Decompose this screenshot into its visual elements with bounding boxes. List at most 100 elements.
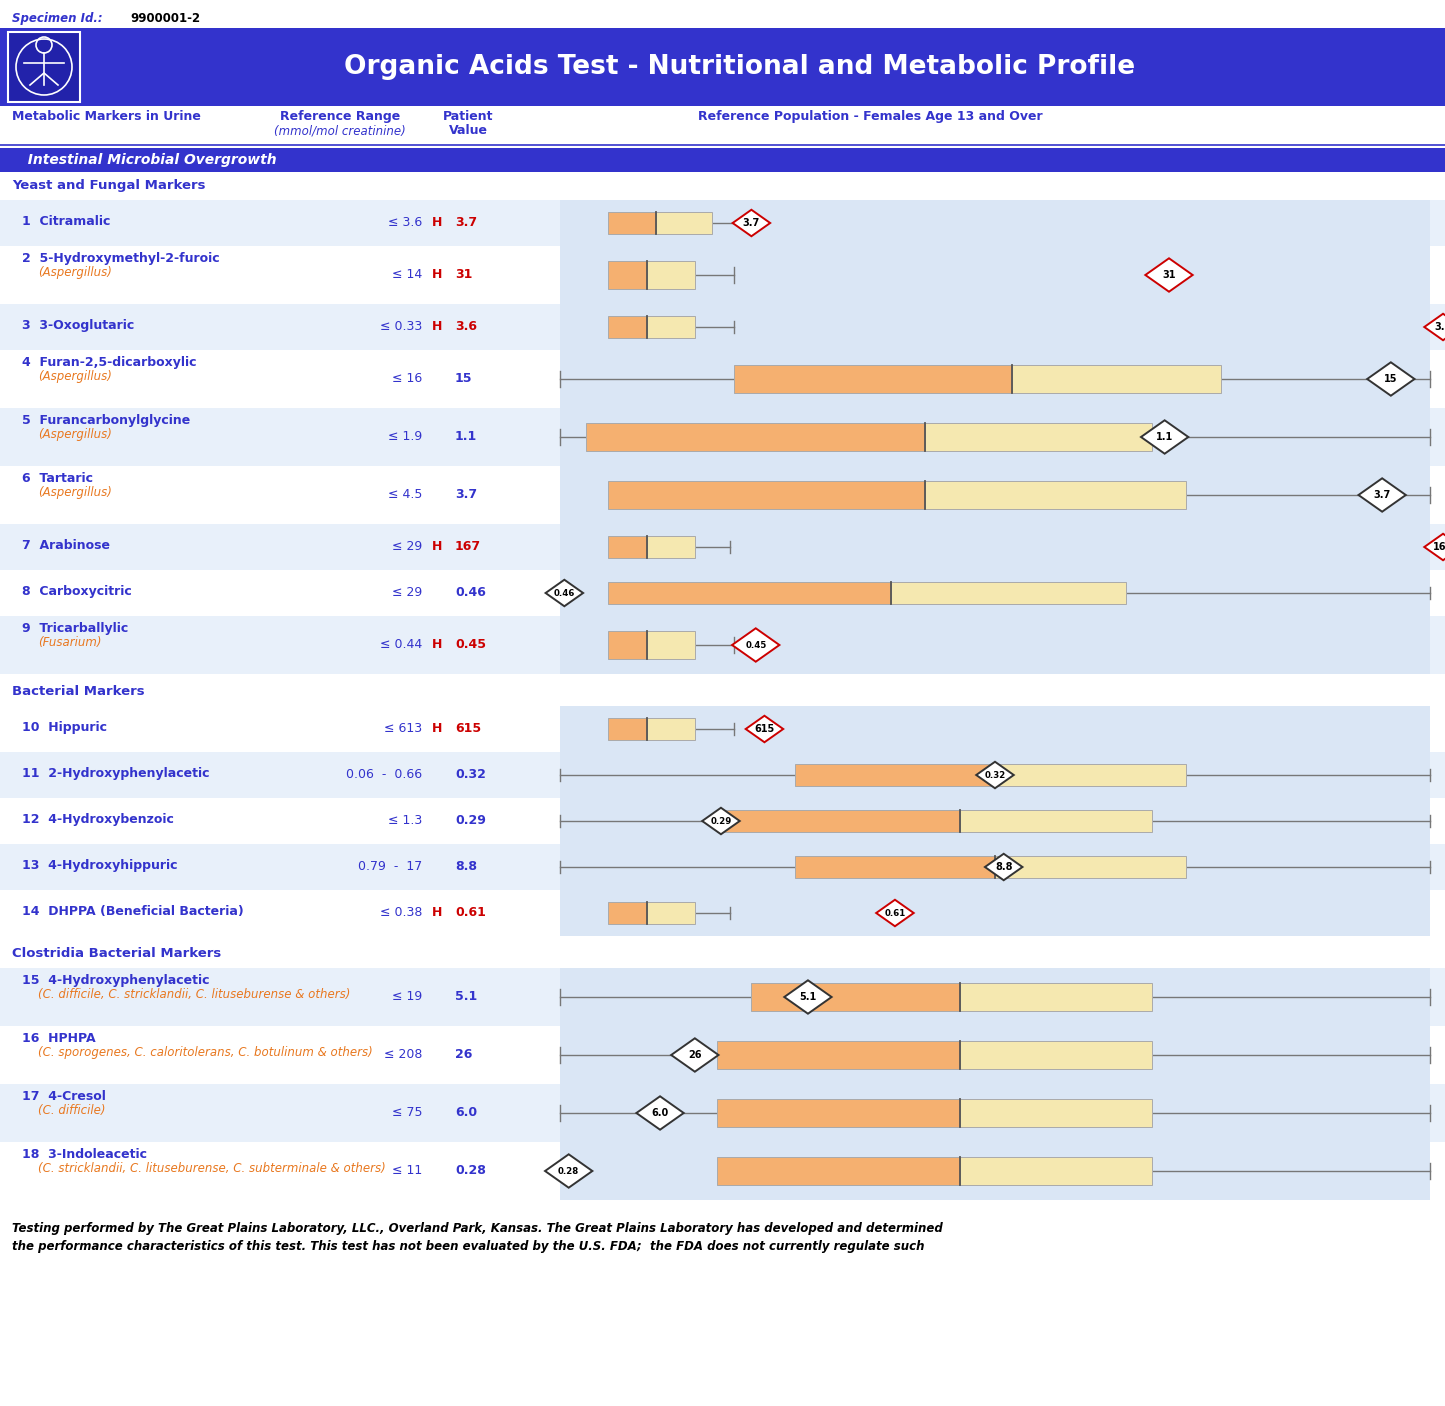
- FancyBboxPatch shape: [647, 718, 695, 740]
- Text: 26: 26: [688, 1050, 702, 1060]
- Text: 14  DHPPA (Beneficial Bacteria): 14 DHPPA (Beneficial Bacteria): [22, 905, 244, 918]
- FancyBboxPatch shape: [0, 967, 1445, 1026]
- Text: 6.0: 6.0: [652, 1108, 669, 1118]
- FancyBboxPatch shape: [608, 262, 647, 288]
- FancyBboxPatch shape: [561, 706, 1431, 752]
- Text: 8.8: 8.8: [455, 859, 477, 873]
- Text: ≤ 4.5: ≤ 4.5: [387, 488, 422, 501]
- Text: (Fusarium): (Fusarium): [38, 636, 101, 650]
- Text: 3  3-Oxoglutaric: 3 3-Oxoglutaric: [22, 319, 134, 332]
- FancyBboxPatch shape: [959, 1157, 1152, 1185]
- Text: 0.29: 0.29: [455, 814, 486, 827]
- Text: (Aspergillus): (Aspergillus): [38, 427, 111, 441]
- Text: ≤ 0.44: ≤ 0.44: [380, 637, 422, 651]
- Text: ≤ 14: ≤ 14: [392, 267, 422, 281]
- Text: Reference Range: Reference Range: [280, 110, 400, 122]
- Text: 1.1: 1.1: [455, 429, 477, 443]
- Text: 12  4-Hydroxybenzoic: 12 4-Hydroxybenzoic: [22, 813, 173, 825]
- FancyBboxPatch shape: [561, 304, 1431, 350]
- Text: 0.45: 0.45: [455, 637, 486, 651]
- FancyBboxPatch shape: [0, 304, 1445, 350]
- Polygon shape: [1142, 420, 1188, 454]
- FancyBboxPatch shape: [647, 262, 695, 288]
- FancyBboxPatch shape: [608, 903, 647, 924]
- Text: 0.45: 0.45: [746, 641, 766, 650]
- FancyBboxPatch shape: [647, 903, 695, 924]
- Text: (mmol/mol creatinine): (mmol/mol creatinine): [275, 124, 406, 136]
- Text: (Aspergillus): (Aspergillus): [38, 266, 111, 278]
- Text: 5.1: 5.1: [799, 993, 816, 1002]
- Text: ≤ 1.3: ≤ 1.3: [387, 814, 422, 827]
- Polygon shape: [1358, 478, 1406, 512]
- FancyBboxPatch shape: [717, 1040, 959, 1069]
- Text: H: H: [432, 540, 442, 553]
- FancyBboxPatch shape: [0, 1142, 1445, 1199]
- FancyBboxPatch shape: [561, 616, 1431, 673]
- FancyBboxPatch shape: [0, 752, 1445, 799]
- Text: 8.8: 8.8: [996, 862, 1013, 872]
- Polygon shape: [636, 1097, 683, 1129]
- Text: (C. difficile, C. stricklandii, C. lituseburense & others): (C. difficile, C. stricklandii, C. litus…: [38, 988, 350, 1001]
- FancyBboxPatch shape: [561, 967, 1431, 1026]
- FancyBboxPatch shape: [959, 983, 1152, 1011]
- FancyBboxPatch shape: [959, 810, 1152, 832]
- Text: ≤ 0.38: ≤ 0.38: [380, 905, 422, 918]
- Polygon shape: [670, 1038, 718, 1071]
- Text: 0.79  -  17: 0.79 - 17: [358, 859, 422, 873]
- Text: 3.6: 3.6: [455, 319, 477, 332]
- Polygon shape: [985, 853, 1023, 880]
- FancyBboxPatch shape: [561, 246, 1431, 304]
- FancyBboxPatch shape: [890, 582, 1126, 605]
- Text: Specimen Id.:: Specimen Id.:: [12, 13, 103, 25]
- Text: Clostridia Bacterial Markers: Clostridia Bacterial Markers: [12, 948, 221, 960]
- Text: 4  Furan-2,5-dicarboxylic: 4 Furan-2,5-dicarboxylic: [22, 356, 197, 368]
- Text: 3.7: 3.7: [1374, 491, 1390, 501]
- FancyBboxPatch shape: [0, 706, 1445, 752]
- Text: 11  2-Hydroxyphenylacetic: 11 2-Hydroxyphenylacetic: [22, 768, 210, 780]
- FancyBboxPatch shape: [608, 212, 656, 233]
- Polygon shape: [876, 900, 913, 927]
- Text: 9900001-2: 9900001-2: [130, 13, 199, 25]
- FancyBboxPatch shape: [561, 569, 1431, 616]
- FancyBboxPatch shape: [925, 423, 1152, 451]
- Text: 9  Tricarballylic: 9 Tricarballylic: [22, 621, 129, 636]
- Polygon shape: [785, 980, 832, 1014]
- Text: 26: 26: [455, 1047, 473, 1060]
- Text: 16  HPHPA: 16 HPHPA: [22, 1032, 95, 1045]
- Text: ≤ 0.33: ≤ 0.33: [380, 319, 422, 332]
- Text: Reference Population - Females Age 13 and Over: Reference Population - Females Age 13 an…: [698, 110, 1042, 122]
- Text: 5.1: 5.1: [455, 990, 477, 1002]
- Text: (Aspergillus): (Aspergillus): [38, 370, 111, 382]
- Text: Metabolic Markers in Urine: Metabolic Markers in Urine: [12, 110, 201, 122]
- FancyBboxPatch shape: [1013, 366, 1221, 392]
- FancyBboxPatch shape: [717, 810, 959, 832]
- FancyBboxPatch shape: [0, 408, 1445, 465]
- Text: 0.61: 0.61: [884, 908, 906, 918]
- Text: Value: Value: [448, 124, 487, 136]
- Text: 1  Citramalic: 1 Citramalic: [22, 215, 110, 228]
- Text: 15: 15: [455, 371, 473, 384]
- FancyBboxPatch shape: [608, 631, 647, 659]
- Text: 31: 31: [455, 267, 473, 281]
- FancyBboxPatch shape: [608, 481, 925, 509]
- FancyBboxPatch shape: [0, 28, 1445, 105]
- Text: 0.28: 0.28: [455, 1164, 486, 1177]
- FancyBboxPatch shape: [608, 582, 890, 605]
- Text: Bacterial Markers: Bacterial Markers: [12, 685, 144, 697]
- Text: 2  5-Hydroxymethyl-2-furoic: 2 5-Hydroxymethyl-2-furoic: [22, 252, 220, 264]
- FancyBboxPatch shape: [561, 200, 1431, 246]
- Text: 15  4-Hydroxyphenylacetic: 15 4-Hydroxyphenylacetic: [22, 974, 210, 987]
- Text: ≤ 29: ≤ 29: [392, 540, 422, 553]
- FancyBboxPatch shape: [587, 423, 925, 451]
- Text: 15: 15: [1384, 374, 1397, 384]
- Text: (C. difficile): (C. difficile): [38, 1104, 105, 1116]
- Text: ≤ 613: ≤ 613: [384, 721, 422, 734]
- FancyBboxPatch shape: [0, 569, 1445, 616]
- FancyBboxPatch shape: [0, 799, 1445, 844]
- FancyBboxPatch shape: [0, 844, 1445, 890]
- Text: Yeast and Fungal Markers: Yeast and Fungal Markers: [12, 179, 205, 193]
- Text: 3.7: 3.7: [455, 488, 477, 501]
- Text: H: H: [432, 905, 442, 918]
- Text: Organic Acids Test - Nutritional and Metabolic Profile: Organic Acids Test - Nutritional and Met…: [344, 53, 1136, 80]
- Text: Intestinal Microbial Overgrowth: Intestinal Microbial Overgrowth: [17, 153, 276, 167]
